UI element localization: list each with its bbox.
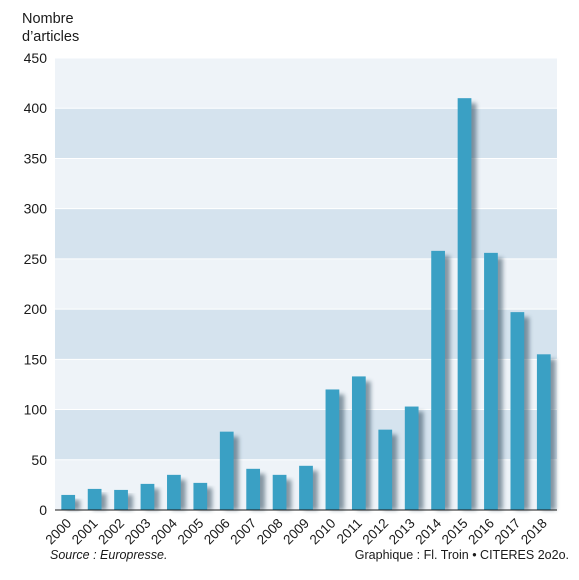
x-tick-labels: 2000200120022003200420052006200720082009… [42,515,549,547]
y-tick-label: 300 [24,201,48,217]
x-tick-label: 2007 [227,516,259,548]
credit-note: Graphique : Fl. Troin • CITERES 2o2o. [354,548,569,562]
band [55,359,557,410]
bar [404,406,419,510]
y-tick-label: 200 [24,301,48,317]
band [55,309,557,360]
x-tick-label: 2004 [148,515,180,547]
band [55,409,557,460]
bar [272,474,287,510]
x-tick-label: 2005 [175,516,207,548]
y-tick-label: 0 [39,502,47,518]
band [55,108,557,159]
x-tick-label: 2017 [492,516,524,548]
band [55,258,557,310]
bar [246,468,261,510]
bar [140,483,155,510]
x-tick-label: 2018 [518,516,550,548]
x-tick-label: 2016 [465,516,497,548]
band [55,158,557,209]
bars [61,98,551,510]
bar [114,489,128,510]
y-tick-label: 150 [24,351,48,367]
y-tick-label: 400 [24,100,48,116]
x-tick-label: 2010 [307,516,339,548]
y-tick-label: 50 [31,452,47,468]
y-tick-labels: 0 50 100 150 200 250 300 350 400 450 [24,50,48,518]
x-tick-label: 2011 [334,516,365,547]
y-tick-label: 350 [24,150,48,166]
bar [457,98,472,510]
x-tick-label: 2009 [280,516,312,548]
y-tick-label: 100 [24,402,48,418]
y-axis-label-line-2: d’articles [22,29,80,45]
y-tick-label: 250 [24,251,48,267]
band [55,58,557,109]
y-tick-label: 450 [24,50,48,66]
bar [378,429,393,510]
band [55,208,557,259]
x-tick-label: 2008 [254,516,286,548]
x-tick-label: 2015 [439,516,471,548]
x-tick-label: 2001 [69,516,101,548]
x-tick-label: 2006 [201,516,233,548]
bar [219,431,234,510]
bar [193,482,208,510]
x-tick-label: 2002 [95,516,127,548]
x-tick-label: 2012 [360,516,392,548]
x-tick-label: 2000 [42,516,74,548]
source-note: Source : Europresse. [50,548,168,562]
y-axis-label-line-1: Nombre [22,11,74,27]
bar [167,474,181,510]
bar [510,312,525,510]
background-bands [55,58,557,510]
x-tick-label: 2013 [386,516,418,548]
bar [431,250,445,510]
bar [87,488,102,510]
bar [325,389,340,510]
x-tick-label: 2014 [412,515,444,547]
bar [299,465,313,510]
bar [61,494,76,510]
bar [351,376,366,510]
bar [484,252,498,510]
bar [536,354,551,510]
x-tick-label: 2003 [122,516,154,548]
